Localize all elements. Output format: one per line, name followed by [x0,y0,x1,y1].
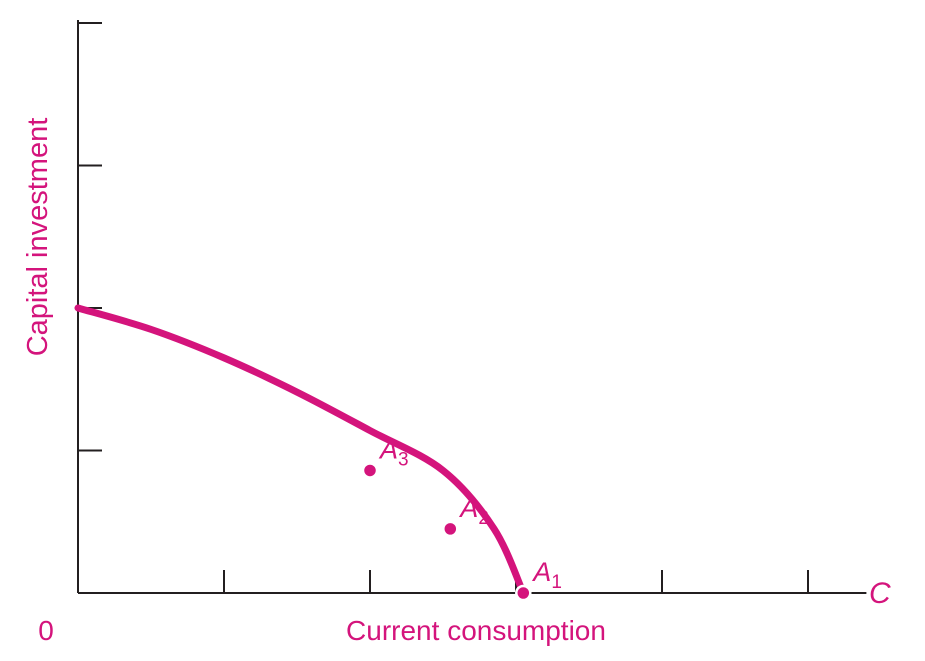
point-label-a1: A1 [531,557,562,593]
point-label-a3: A3 [378,434,409,470]
x-axis-end-label: C [869,577,891,610]
x-axis-label: Current consumption [346,615,606,646]
point-label-a2: A2 [458,493,489,529]
point-marker-a3 [361,462,379,479]
points: A1 A2 A3 [361,434,562,602]
origin-label: 0 [38,615,54,646]
point-marker-a1 [515,584,532,602]
production-possibilities-curve [74,304,527,597]
ticks [78,22,809,593]
y-axis-label: Capital investment [22,118,54,357]
point-marker-a2 [442,520,459,538]
